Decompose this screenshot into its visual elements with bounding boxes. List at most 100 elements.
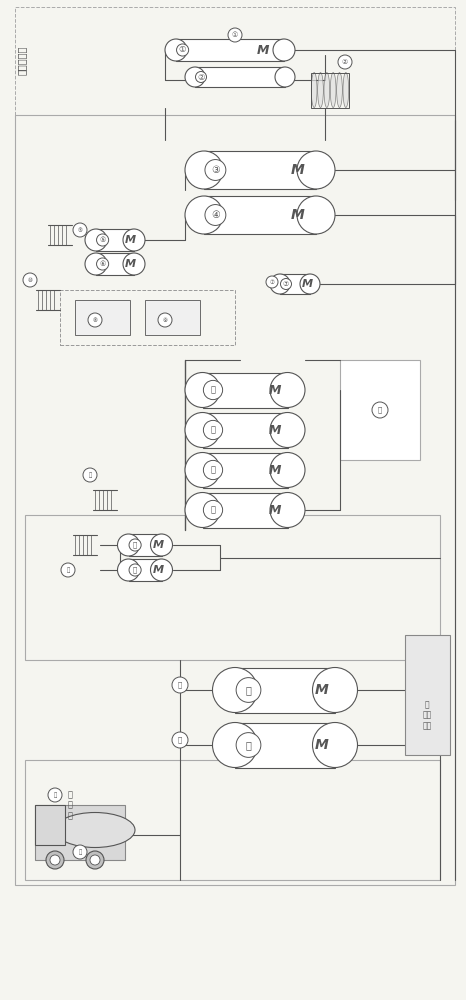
- Ellipse shape: [185, 196, 223, 234]
- Text: M: M: [302, 279, 313, 289]
- Ellipse shape: [297, 151, 335, 189]
- Text: ⑳: ⑳: [246, 685, 252, 695]
- Text: ㉓: ㉓: [78, 849, 82, 855]
- Ellipse shape: [273, 39, 295, 61]
- Text: M: M: [269, 383, 281, 396]
- Ellipse shape: [196, 72, 206, 83]
- Text: ⑯: ⑯: [89, 472, 92, 478]
- Text: ⑮: ⑮: [378, 407, 382, 413]
- Ellipse shape: [343, 73, 349, 107]
- Text: M: M: [315, 683, 328, 697]
- Ellipse shape: [185, 67, 205, 87]
- Text: ⑤: ⑤: [99, 237, 106, 243]
- Text: ②: ②: [342, 59, 348, 65]
- Ellipse shape: [300, 274, 320, 294]
- Bar: [129, 559, 162, 581]
- Text: ⑨: ⑨: [163, 318, 167, 322]
- Text: ①: ①: [232, 32, 238, 38]
- Text: ㉑: ㉑: [178, 737, 182, 743]
- Text: ⑫
充填
容器: ⑫ 充填 容器: [422, 700, 432, 730]
- Bar: [340, 360, 420, 460]
- Ellipse shape: [185, 151, 223, 189]
- Text: ①: ①: [179, 45, 186, 54]
- Ellipse shape: [212, 668, 258, 712]
- Text: ⑦: ⑦: [283, 281, 289, 287]
- Ellipse shape: [236, 678, 261, 702]
- Ellipse shape: [270, 372, 305, 408]
- Text: ⑧: ⑧: [93, 318, 97, 322]
- Ellipse shape: [313, 722, 357, 768]
- Text: ③: ③: [211, 165, 220, 175]
- Bar: [129, 534, 162, 556]
- Text: ⑩: ⑩: [27, 277, 33, 282]
- Ellipse shape: [50, 855, 60, 865]
- Text: ㉒: ㉒: [54, 792, 57, 798]
- Bar: [203, 492, 288, 528]
- Text: ⑰: ⑰: [133, 542, 137, 548]
- Text: ②: ②: [197, 73, 205, 82]
- Bar: [235, 668, 335, 712]
- Ellipse shape: [151, 559, 172, 581]
- Ellipse shape: [117, 534, 139, 556]
- Text: ④: ④: [211, 210, 220, 220]
- Bar: [203, 412, 288, 448]
- Bar: [280, 274, 310, 294]
- Bar: [195, 67, 285, 87]
- Ellipse shape: [123, 253, 145, 275]
- Bar: [204, 196, 316, 234]
- Ellipse shape: [129, 539, 141, 551]
- Ellipse shape: [96, 258, 109, 270]
- Ellipse shape: [297, 196, 335, 234]
- Ellipse shape: [158, 313, 172, 327]
- Bar: [176, 39, 284, 61]
- Ellipse shape: [165, 39, 187, 61]
- Ellipse shape: [96, 234, 109, 246]
- Ellipse shape: [313, 668, 357, 712]
- Ellipse shape: [117, 559, 139, 581]
- Text: ⑫: ⑫: [211, 426, 215, 434]
- Ellipse shape: [46, 851, 64, 869]
- Ellipse shape: [185, 492, 220, 528]
- Bar: [75, 300, 130, 335]
- Ellipse shape: [330, 73, 336, 107]
- Ellipse shape: [73, 223, 87, 237]
- Bar: [203, 372, 288, 408]
- Bar: [35, 805, 65, 845]
- Ellipse shape: [86, 851, 104, 869]
- Text: M: M: [153, 565, 164, 575]
- Ellipse shape: [270, 274, 290, 294]
- Ellipse shape: [151, 534, 172, 556]
- Bar: [145, 300, 200, 335]
- Text: M: M: [124, 235, 136, 245]
- Ellipse shape: [281, 278, 292, 290]
- Ellipse shape: [61, 563, 75, 577]
- Ellipse shape: [275, 67, 295, 87]
- Text: ⑲: ⑲: [66, 567, 69, 573]
- Ellipse shape: [172, 677, 188, 693]
- Ellipse shape: [83, 468, 97, 482]
- Ellipse shape: [270, 492, 305, 528]
- Ellipse shape: [129, 564, 141, 576]
- Ellipse shape: [88, 313, 102, 327]
- Bar: [60, 290, 235, 345]
- Bar: [15, 115, 455, 885]
- Bar: [35, 805, 125, 860]
- Text: ⑥: ⑥: [99, 261, 106, 267]
- Ellipse shape: [185, 372, 220, 408]
- Bar: [96, 229, 134, 251]
- Bar: [311, 73, 349, 107]
- Text: ⑦: ⑦: [269, 279, 274, 284]
- Ellipse shape: [172, 732, 188, 748]
- Text: 槽
罐
车: 槽 罐 车: [68, 790, 73, 820]
- Text: ⑭: ⑭: [211, 506, 215, 514]
- Ellipse shape: [318, 73, 323, 107]
- Ellipse shape: [311, 73, 317, 107]
- Text: ⑱: ⑱: [133, 567, 137, 573]
- Text: ⑳: ⑳: [178, 682, 182, 688]
- Text: ⑪: ⑪: [211, 385, 215, 394]
- Ellipse shape: [123, 229, 145, 251]
- Ellipse shape: [270, 412, 305, 448]
- Bar: [25, 760, 440, 880]
- Ellipse shape: [177, 44, 189, 56]
- Ellipse shape: [203, 420, 223, 440]
